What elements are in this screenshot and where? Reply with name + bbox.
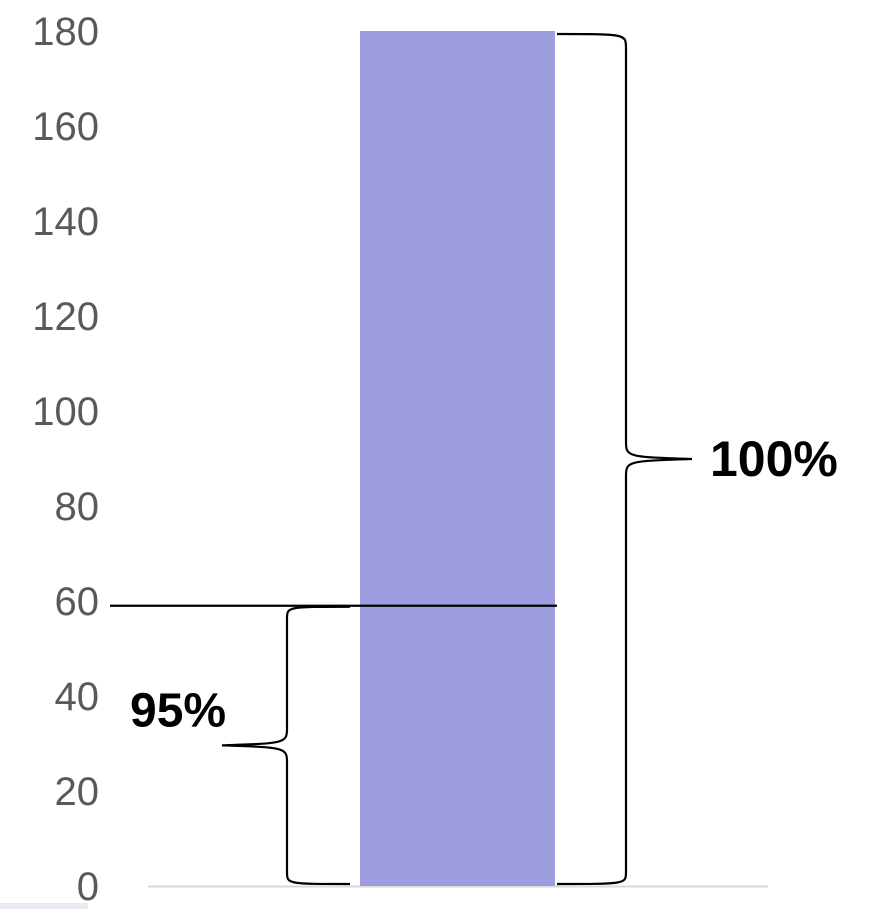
y-tick-label: 20 <box>55 770 100 814</box>
bar <box>360 31 555 886</box>
y-tick-label: 160 <box>32 105 99 149</box>
y-tick-label: 120 <box>32 295 99 339</box>
y-tick-label: 60 <box>55 580 100 624</box>
y-axis-ticks: 0 20 40 60 80 100 120 140 160 180 <box>32 10 99 909</box>
y-tick-label: 140 <box>32 200 99 244</box>
y-tick-label: 80 <box>55 485 100 529</box>
brace-part-bracket <box>221 605 351 886</box>
annotation-total-label: 100% <box>710 431 838 487</box>
y-tick-label: 40 <box>55 675 100 719</box>
y-tick-label: 100 <box>32 390 99 434</box>
horizontal-scrollbar[interactable] <box>0 903 88 909</box>
annotation-part-label: 95% <box>130 684 226 737</box>
bars <box>360 31 555 886</box>
y-tick-label: 0 <box>77 865 99 909</box>
brace-total-bracket <box>556 32 693 886</box>
y-tick-label: 180 <box>32 10 99 54</box>
